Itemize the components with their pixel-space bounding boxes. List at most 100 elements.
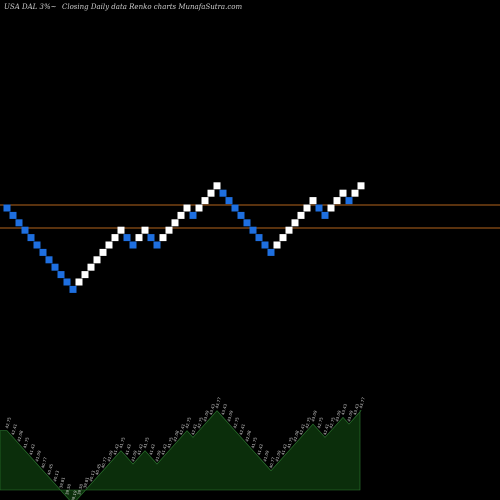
volume-value-label: 39.50 [76,483,84,496]
volume-value-label: 42.75 [184,416,192,429]
volume-value-label: 42.75 [232,416,240,429]
renko-brick [285,226,293,234]
volume-value-label: 41.42 [148,443,156,456]
volume-value-label: 40.13 [88,469,96,482]
renko-brick [201,197,209,205]
renko-brick [171,219,179,227]
volume-value-label: 41.75 [286,436,294,449]
renko-brick [261,241,269,249]
renko-brick [183,204,191,212]
volume-value-label: 43.09 [310,410,318,423]
renko-brick [189,211,197,219]
volume-value-label: 41.42 [124,443,132,456]
renko-brick [333,197,341,205]
volume-value-label: 43.09 [202,410,210,423]
renko-brick [267,248,275,256]
volume-value-label: 43.43 [208,403,216,416]
volume-value-label: 43.43 [352,403,360,416]
volume-value-label: 42.75 [304,416,312,429]
volume-value-label: 41.42 [112,443,120,456]
volume-value-label: 42.08 [244,429,252,442]
volume-value-label: 39.19 [70,489,78,500]
volume-value-label: 41.09 [262,449,270,462]
volume-value-label: 40.77 [40,456,48,469]
renko-brick [315,204,323,212]
renko-brick [225,197,233,205]
volume-value-label: 41.75 [142,436,150,449]
renko-brick [165,226,173,234]
volume-value-label: 41.75 [166,436,174,449]
volume-value-label: 42.08 [16,429,24,442]
renko-brick [135,234,143,242]
renko-brick [309,197,317,205]
volume-value-label: 41.09 [106,449,114,462]
volume-value-label: 41.42 [28,443,36,456]
volume-value-label: 42.41 [10,423,18,436]
volume-value-label: 43.09 [346,410,354,423]
renko-brick [87,263,95,271]
volume-value-label: 42.41 [190,423,198,436]
volume-value-label: 40.45 [46,463,54,476]
volume-value-label: 42.41 [298,423,306,436]
renko-brick [75,278,83,286]
volume-value-label: 43.43 [220,403,228,416]
renko-brick [9,211,17,219]
renko-brick [279,234,287,242]
volume-value-label: 43.09 [226,410,234,423]
renko-brick [21,226,29,234]
renko-brick [207,189,215,197]
renko-brick [291,219,299,227]
renko-brick [327,204,335,212]
volume-value-label: 42.41 [238,423,246,436]
renko-brick [237,211,245,219]
volume-value-label: 41.09 [34,449,42,462]
renko-brick [303,204,311,212]
renko-brick [39,248,47,256]
volume-value-label: 41.42 [136,443,144,456]
renko-brick [177,211,185,219]
volume-area-fill [0,410,362,500]
renko-brick [219,189,227,197]
volume-value-label: 41.42 [256,443,264,456]
volume-value-label: 41.09 [154,449,162,462]
renko-brick [321,211,329,219]
volume-area: 42.7542.4142.0841.7541.4241.0940.7740.45… [0,396,366,500]
volume-value-label: 40.13 [52,469,60,482]
volume-value-label: 43.09 [334,410,342,423]
renko-brick [153,241,161,249]
chart-ticker: USA DAL 3%~ [4,3,57,11]
volume-value-label: 39.81 [82,476,90,489]
volume-value-label: 42.41 [178,423,186,436]
renko-brick [141,226,149,234]
renko-brick [51,263,59,271]
renko-brick [105,241,113,249]
volume-value-label: 42.08 [292,429,300,442]
volume-value-label: 42.08 [172,429,180,442]
renko-bricks [3,182,365,293]
renko-brick [3,204,11,212]
volume-value-label: 41.09 [274,449,282,462]
renko-brick [345,197,353,205]
renko-brick [195,204,203,212]
renko-brick [69,285,77,293]
renko-brick [33,241,41,249]
volume-value-label: 42.75 [316,416,324,429]
renko-brick [255,234,263,242]
renko-brick [351,189,359,197]
renko-brick [147,234,155,242]
volume-value-label: 40.77 [268,456,276,469]
renko-brick [123,234,131,242]
renko-brick [357,182,365,190]
volume-value-label: 41.75 [22,436,30,449]
renko-brick [15,219,23,227]
renko-brick [243,219,251,227]
volume-value-label: 43.43 [340,403,348,416]
renko-brick [99,248,107,256]
volume-value-label: 41.42 [280,443,288,456]
renko-brick [249,226,257,234]
volume-value-label: 42.75 [4,416,12,429]
volume-value-label: 43.77 [358,396,366,409]
renko-brick [339,189,347,197]
